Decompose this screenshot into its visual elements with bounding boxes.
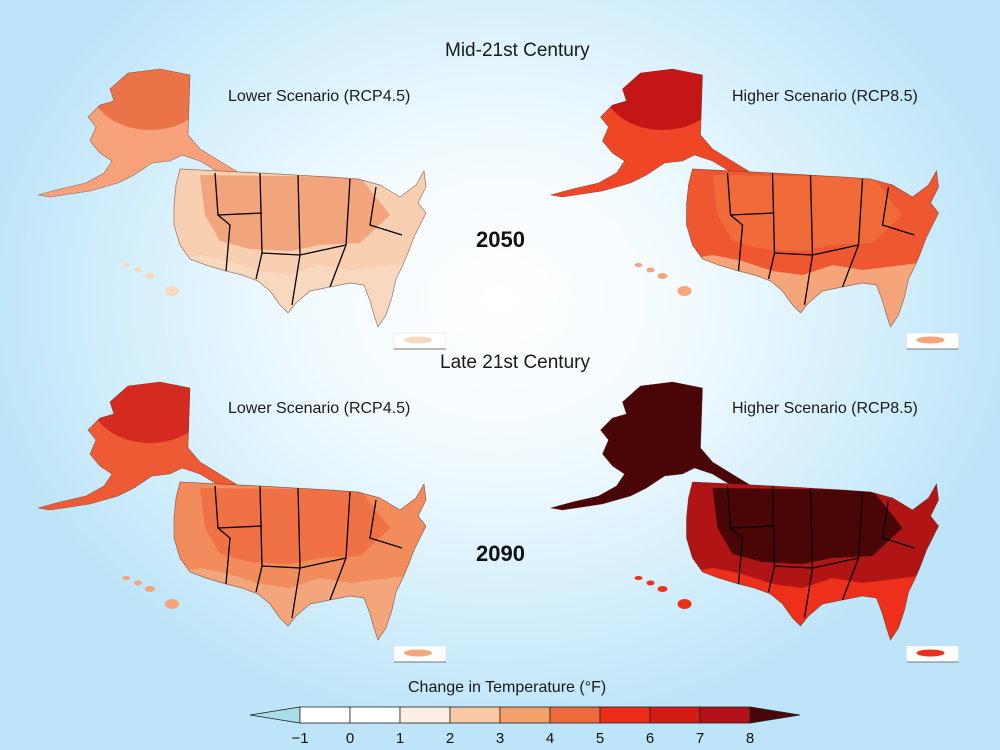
legend-tick-label: 4 (545, 730, 555, 747)
legend-tick-label: 3 (495, 730, 505, 747)
alaska-outline (37, 381, 247, 511)
legend-swatch (549, 706, 601, 724)
legend-tick-label: 8 (745, 730, 755, 747)
hawaii-island (134, 580, 142, 586)
alaska-outline (550, 68, 759, 198)
legend-swatch (499, 706, 551, 724)
year-label-2090: 2090 (476, 541, 525, 566)
scenario-label-mid-higher: Higher Scenario (RCP8.5) (732, 88, 918, 105)
conus-region (686, 169, 939, 327)
hawaii-island (657, 273, 668, 279)
hawaii-island (634, 263, 643, 267)
legend-swatch (399, 706, 451, 724)
hawaii-island (122, 263, 130, 267)
legend-high-arrow (749, 706, 801, 724)
hawaii-island (646, 267, 655, 273)
legend-tick-label: 7 (695, 730, 705, 747)
section-title-late: Late 21st Century (440, 352, 590, 373)
hawaii-island (145, 273, 155, 279)
map-mid-higher (550, 68, 959, 350)
legend-swatch (599, 706, 651, 724)
hawaii-island (165, 286, 179, 296)
hawaii-island (145, 586, 155, 592)
map-late-higher (550, 381, 959, 663)
conus-region (174, 169, 426, 327)
legend-swatch (349, 706, 401, 724)
legend-tick-label: 0 (345, 730, 355, 747)
puerto-rico-inset (393, 645, 447, 663)
alaska-outline (37, 68, 247, 198)
year-label-2050: 2050 (476, 227, 525, 252)
map-late-lower (37, 381, 447, 663)
conus-region (686, 482, 939, 640)
hawaii-island (134, 267, 142, 273)
legend-low-arrow (250, 706, 301, 724)
hawaii-island (122, 576, 130, 580)
legend-tick-label: 1 (395, 730, 405, 747)
hawaii-island (677, 599, 692, 609)
legend-swatch (449, 706, 501, 724)
conus-outline (173, 481, 427, 641)
map-mid-lower (37, 68, 447, 350)
hawaii-island (165, 599, 179, 609)
scenario-label-late-higher: Higher Scenario (RCP8.5) (732, 400, 918, 417)
legend-tick-label: 2 (445, 730, 455, 747)
legend-swatch (699, 706, 751, 724)
scenario-label-mid-lower: Lower Scenario (RCP4.5) (228, 88, 411, 105)
conus-outline (686, 481, 939, 641)
puerto-rico-inset (906, 645, 959, 663)
alaska-outline (550, 381, 759, 511)
section-title-mid: Mid-21st Century (445, 40, 590, 61)
legend-swatch (649, 706, 701, 724)
hawaii-island (677, 286, 692, 296)
puerto-rico-inset (906, 332, 959, 350)
hawaii-island (634, 576, 643, 580)
conus-outline (173, 168, 427, 328)
hawaii-island (646, 580, 655, 586)
legend-swatch (299, 706, 351, 724)
legend-tick-label: 6 (645, 730, 655, 747)
legend-tick-label: 5 (595, 730, 605, 747)
hawaii-island (657, 586, 668, 592)
conus-region (174, 482, 426, 640)
scenario-label-late-lower: Lower Scenario (RCP4.5) (228, 400, 411, 417)
conus-outline (686, 168, 939, 328)
puerto-rico-inset (393, 332, 447, 350)
legend-colorbar (250, 706, 801, 724)
legend-tick-label: −1 (291, 730, 309, 747)
legend-title: Change in Temperature (°F) (408, 679, 607, 696)
